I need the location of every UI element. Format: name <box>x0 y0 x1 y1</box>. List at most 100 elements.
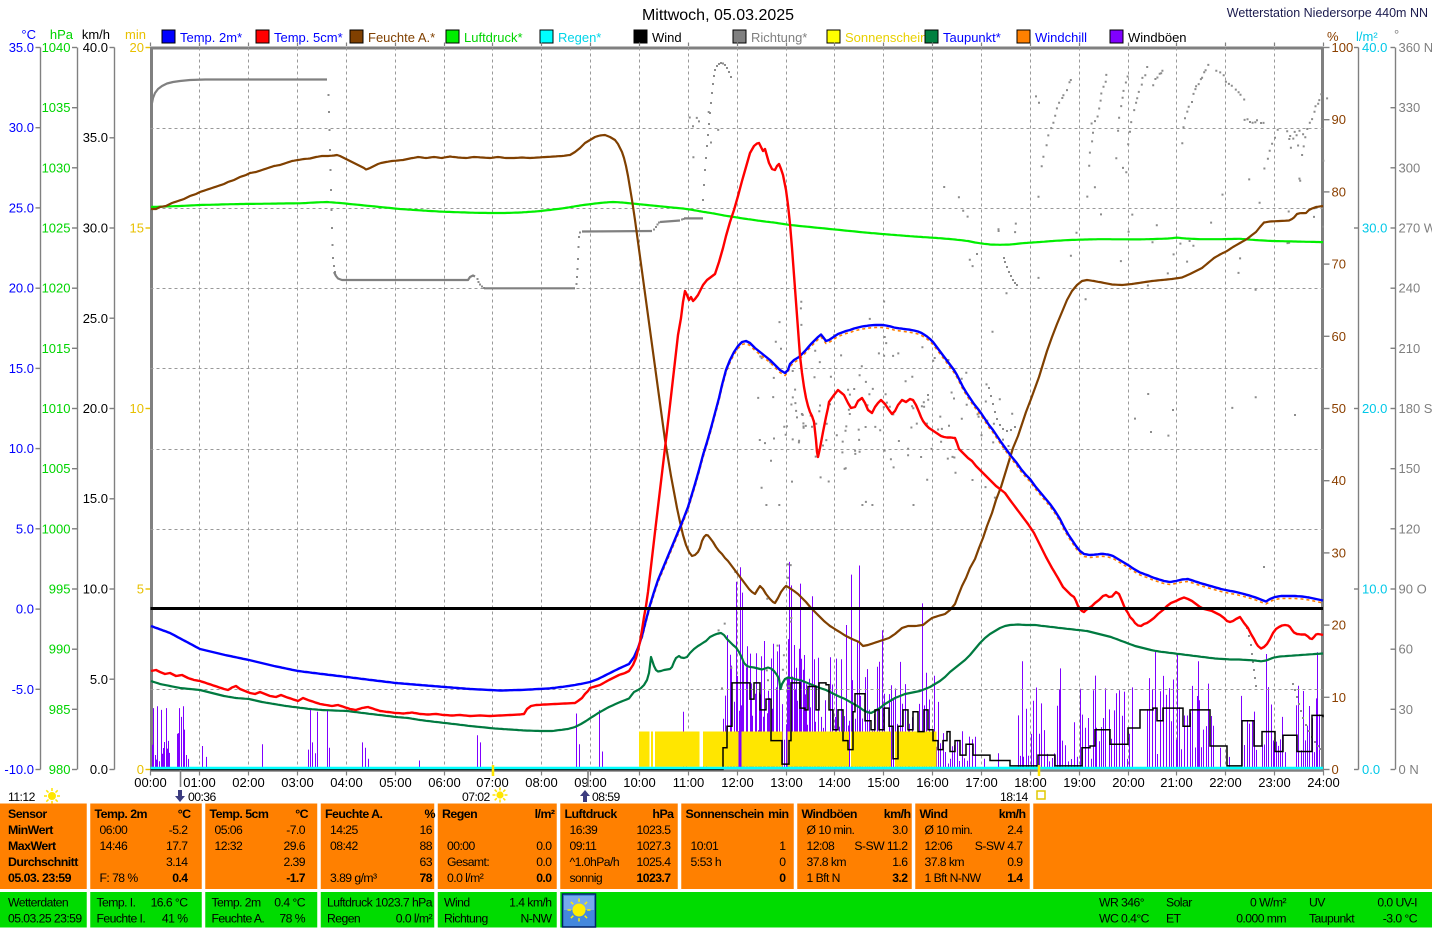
svg-text:10.0: 10.0 <box>1362 582 1387 597</box>
svg-text:1.4 km/h: 1.4 km/h <box>509 896 551 910</box>
svg-text:hPa: hPa <box>652 807 674 821</box>
svg-text:18:14: 18:14 <box>1000 790 1029 804</box>
svg-text:1015: 1015 <box>42 341 71 356</box>
svg-text:0 W/m²: 0 W/m² <box>1250 896 1286 910</box>
svg-text:14:00: 14:00 <box>818 775 851 790</box>
svg-text:210: 210 <box>1399 341 1421 356</box>
svg-text:%: % <box>1327 29 1339 44</box>
svg-text:0.0: 0.0 <box>536 839 552 853</box>
svg-text:08:42: 08:42 <box>330 839 359 853</box>
svg-text:Windböen: Windböen <box>1128 30 1187 45</box>
svg-text:Feuchte I.: Feuchte I. <box>97 912 146 926</box>
svg-text:3.0: 3.0 <box>892 823 908 837</box>
svg-text:°: ° <box>1394 27 1399 42</box>
svg-text:90: 90 <box>1332 112 1346 127</box>
svg-text:11:12: 11:12 <box>8 790 36 804</box>
svg-text:03:00: 03:00 <box>281 775 314 790</box>
svg-text:40: 40 <box>1332 473 1346 488</box>
svg-text:240: 240 <box>1399 281 1421 296</box>
svg-text:MaxWert: MaxWert <box>8 839 56 853</box>
svg-text:0.4 °C: 0.4 °C <box>274 896 305 910</box>
svg-text:MinWert: MinWert <box>8 823 53 837</box>
svg-text:23:00: 23:00 <box>1258 775 1291 790</box>
svg-text:Gesamt:: Gesamt: <box>447 855 489 869</box>
svg-text:km/h: km/h <box>999 807 1026 821</box>
svg-text:0.0: 0.0 <box>16 602 34 617</box>
svg-text:hPa: hPa <box>50 27 74 42</box>
svg-text:100: 100 <box>1332 40 1354 55</box>
svg-text:Durchschnitt: Durchschnitt <box>8 855 78 869</box>
svg-text:1 Bft N: 1 Bft N <box>807 871 840 885</box>
svg-text:40.0: 40.0 <box>83 40 108 55</box>
svg-text:16:39: 16:39 <box>570 823 599 837</box>
svg-text:WC 0.4°C: WC 0.4°C <box>1099 912 1150 926</box>
svg-text:km/h: km/h <box>884 807 911 821</box>
svg-text:1023.5: 1023.5 <box>637 823 672 837</box>
svg-text:10: 10 <box>1332 690 1346 705</box>
svg-text:00:00: 00:00 <box>134 775 167 790</box>
svg-text:0.0 l/m²: 0.0 l/m² <box>447 871 484 885</box>
svg-text:Temp. 5cm*: Temp. 5cm* <box>274 30 343 45</box>
svg-text:12:32: 12:32 <box>215 839 244 853</box>
svg-text:Temp. 2m: Temp. 2m <box>95 807 148 821</box>
svg-text:Feuchte A.: Feuchte A. <box>212 912 265 926</box>
svg-text:1023.7: 1023.7 <box>637 871 672 885</box>
svg-text:12:08: 12:08 <box>807 839 836 853</box>
svg-text:25.0: 25.0 <box>83 311 108 326</box>
svg-text:0.000 mm: 0.000 mm <box>1236 912 1286 926</box>
svg-text:Temp. 2m*: Temp. 2m* <box>180 30 242 45</box>
svg-text:06:00: 06:00 <box>428 775 461 790</box>
svg-text:19:00: 19:00 <box>1063 775 1096 790</box>
svg-text:30.0: 30.0 <box>9 120 34 135</box>
svg-text:1025.4: 1025.4 <box>637 855 672 869</box>
svg-text:78 %: 78 % <box>279 912 305 926</box>
svg-text:Feuchte A.: Feuchte A. <box>325 807 382 821</box>
svg-text:21:00: 21:00 <box>1160 775 1193 790</box>
svg-text:60: 60 <box>1332 329 1346 344</box>
svg-text:20.0: 20.0 <box>1362 401 1387 416</box>
svg-text:Richtung*: Richtung* <box>751 30 807 45</box>
svg-text:30: 30 <box>1332 545 1346 560</box>
svg-text:990: 990 <box>49 642 71 657</box>
svg-text:06:00: 06:00 <box>100 823 129 837</box>
svg-text:985: 985 <box>49 702 71 717</box>
svg-text:S-SW 4.7: S-SW 4.7 <box>975 839 1024 853</box>
svg-text:Richtung: Richtung <box>444 912 488 926</box>
svg-text:Regen: Regen <box>442 807 477 821</box>
svg-text:1027.3: 1027.3 <box>637 839 672 853</box>
svg-text:Wind: Wind <box>652 30 682 45</box>
svg-text:^1.0hPa/h: ^1.0hPa/h <box>570 855 620 869</box>
svg-text:Windchill: Windchill <box>1035 30 1087 45</box>
svg-text:0.0 UV-I: 0.0 UV-I <box>1377 896 1417 910</box>
svg-text:Luftdruck: Luftdruck <box>565 807 618 821</box>
svg-text:1005: 1005 <box>42 461 71 476</box>
svg-text:l/m²: l/m² <box>535 807 555 821</box>
svg-text:16:00: 16:00 <box>916 775 949 790</box>
svg-text:Luftdruck: Luftdruck <box>327 896 374 910</box>
svg-text:60: 60 <box>1399 642 1413 657</box>
svg-text:5.0: 5.0 <box>90 672 108 687</box>
svg-text:78: 78 <box>420 871 433 885</box>
svg-text:0.0: 0.0 <box>90 762 108 777</box>
svg-text:14:46: 14:46 <box>100 839 129 853</box>
svg-text:05.03.25 23:59: 05.03.25 23:59 <box>8 912 82 926</box>
svg-text:20: 20 <box>130 40 144 55</box>
svg-text:980: 980 <box>49 762 71 777</box>
svg-text:1 Bft N-NW: 1 Bft N-NW <box>925 871 982 885</box>
svg-text:35.0: 35.0 <box>9 40 34 55</box>
svg-text:20.0: 20.0 <box>83 401 108 416</box>
svg-text:1025: 1025 <box>42 221 71 236</box>
svg-text:WR 346°: WR 346° <box>1099 896 1145 910</box>
svg-text:90 O: 90 O <box>1399 582 1427 597</box>
svg-text:-5.2: -5.2 <box>169 823 189 837</box>
svg-text:5.0: 5.0 <box>16 521 34 536</box>
svg-text:0 N: 0 N <box>1399 762 1419 777</box>
svg-text:02:00: 02:00 <box>232 775 265 790</box>
svg-text:09:00: 09:00 <box>574 775 607 790</box>
svg-text:5: 5 <box>137 582 144 597</box>
svg-text:20:00: 20:00 <box>1112 775 1145 790</box>
svg-text:Sonnenschein: Sonnenschein <box>686 807 764 821</box>
svg-text:10: 10 <box>130 401 144 416</box>
svg-text:04:00: 04:00 <box>330 775 363 790</box>
svg-text:70: 70 <box>1332 257 1346 272</box>
